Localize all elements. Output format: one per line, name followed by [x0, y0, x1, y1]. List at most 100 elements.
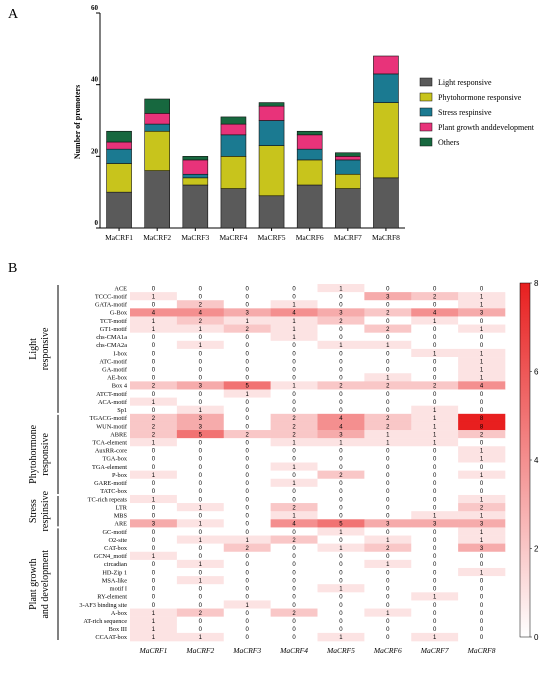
heatmap-cell [270, 511, 318, 520]
heatmap-cell-value: 1 [480, 327, 484, 333]
heatmap-cell-value: 1 [152, 400, 156, 406]
heatmap-cell [317, 292, 365, 301]
heatmap-cell-value: 0 [152, 530, 156, 536]
heatmap-cell [458, 324, 506, 333]
heatmap-cell-value: 0 [246, 595, 250, 601]
heatmap-cell [270, 381, 318, 390]
heatmap-cell-value: 1 [480, 449, 484, 455]
heatmap-cell-value: 0 [292, 294, 296, 300]
heatmap-cell [270, 503, 318, 512]
heatmap-column-label: MaCRF3 [232, 646, 261, 655]
heatmap-row-label: MBS [114, 513, 128, 520]
heatmap-cell [223, 438, 271, 447]
heatmap-cell [411, 438, 459, 447]
heatmap-group-label: Stress [28, 499, 39, 523]
heatmap-cell [458, 527, 506, 536]
heatmap-cell [176, 446, 225, 455]
heatmap-cell-value: 0 [480, 319, 484, 325]
heatmap-cell [411, 413, 459, 423]
heatmap-cell [317, 584, 365, 593]
heatmap-cell [411, 576, 459, 585]
heatmap-cell-value: 2 [292, 538, 296, 544]
heatmap-cell-value: 1 [199, 562, 203, 568]
heatmap-cell [458, 300, 506, 309]
heatmap-cell-value: 1 [386, 441, 390, 447]
heatmap-cell [364, 592, 412, 601]
heatmap-cell-value: 1 [292, 441, 296, 447]
heatmap-column-label: MaCRF6 [373, 646, 402, 655]
heatmap-cell [130, 381, 178, 390]
heatmap-cell [458, 511, 506, 520]
heatmap-cell-value: 0 [339, 595, 343, 601]
heatmap-cell [176, 584, 225, 593]
heatmap-row-label: 3-AF3 binding site [79, 602, 127, 609]
heatmap-cell [458, 608, 506, 617]
heatmap-cell [223, 292, 271, 301]
heatmap-cell-value: 0 [480, 481, 484, 487]
heatmap-cell-value: 0 [386, 392, 390, 398]
heatmap-cell [130, 292, 178, 301]
heatmap-cell [458, 438, 506, 447]
heatmap-cell [458, 397, 506, 407]
heatmap-cell-value: 0 [433, 619, 437, 625]
heatmap-cell-value: 0 [433, 449, 437, 455]
heatmap-cell [411, 519, 459, 528]
heatmap-cell [364, 373, 412, 382]
bar-chart-bars [106, 55, 399, 229]
heatmap-cell-value: 0 [433, 562, 437, 568]
heatmap-cell [458, 624, 506, 634]
heatmap-cell [223, 592, 271, 601]
heatmap-cell-value: 0 [433, 554, 437, 560]
heatmap-cell-value: 0 [386, 554, 390, 560]
heatmap-cell [411, 357, 459, 366]
heatmap-cell-value: 0 [433, 497, 437, 503]
heatmap-cell [411, 632, 459, 642]
heatmap-cell-value: 0 [433, 546, 437, 552]
heatmap-cell-value: 1 [480, 538, 484, 544]
bar-segment [296, 134, 323, 150]
heatmap-cell-value: 0 [339, 562, 343, 568]
heatmap-cell [458, 348, 506, 358]
heatmap-cell-value: 4 [292, 522, 296, 528]
heatmap-cell [223, 373, 271, 382]
heatmap-row-label: Sp1 [117, 407, 127, 414]
heatmap-cell [176, 608, 225, 617]
heatmap-cell-value: 0 [480, 595, 484, 601]
heatmap-cell-value: 1 [199, 538, 203, 544]
heatmap-cell [458, 551, 506, 561]
heatmap-cell-value: 0 [386, 570, 390, 576]
heatmap-cell-value: 0 [292, 392, 296, 398]
heatmap-cell-value: 0 [292, 546, 296, 552]
heatmap-cell-value: 0 [386, 286, 390, 292]
heatmap-cell-value: 2 [339, 384, 343, 390]
heatmap-cell [223, 381, 271, 390]
heatmap-cell [317, 421, 365, 431]
heatmap-cell-value: 2 [292, 416, 296, 422]
heatmap-cell [130, 494, 178, 504]
heatmap-cell [223, 284, 271, 293]
heatmap-cell-value: 4 [292, 311, 296, 317]
heatmap-cell [458, 357, 506, 366]
heatmap-cell [411, 397, 459, 407]
bar-chart-y-axis-label: Number of promoters [73, 85, 82, 159]
heatmap-cell-value: 1 [433, 635, 437, 641]
heatmap-cell-value: 0 [246, 335, 250, 341]
heatmap-cell [130, 632, 178, 642]
heatmap-cell [458, 446, 506, 455]
heatmap-row-label: TCA-element [92, 440, 127, 447]
heatmap-cell-value: 0 [246, 522, 250, 528]
heatmap-cell-value: 0 [199, 619, 203, 625]
heatmap-cell [176, 389, 225, 398]
heatmap-cell-value: 0 [246, 514, 250, 520]
heatmap-cell-value: 1 [480, 359, 484, 365]
heatmap-row-label: TCCC-motif [95, 293, 128, 300]
heatmap-cell-value: 0 [433, 359, 437, 365]
heatmap-cell [130, 397, 178, 407]
heatmap-cell [364, 511, 412, 520]
heatmap-cell [176, 373, 225, 382]
heatmap-cell-value: 4 [433, 311, 437, 317]
heatmap-cell-value: 0 [386, 465, 390, 471]
heatmap-cell-value: 1 [433, 514, 437, 520]
bar-segment [106, 148, 132, 164]
heatmap-cell [176, 284, 225, 293]
